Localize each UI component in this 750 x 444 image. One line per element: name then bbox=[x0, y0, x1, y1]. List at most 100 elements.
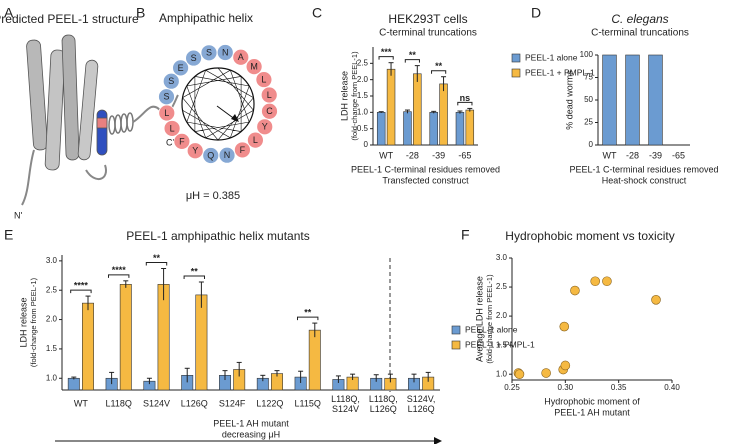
x-tick-line: S124V bbox=[332, 404, 359, 414]
x-tick-label: L126Q bbox=[181, 398, 208, 408]
y-axis-label: (fold-change from PEEL-1) bbox=[29, 277, 38, 367]
point bbox=[560, 360, 571, 371]
point bbox=[602, 276, 612, 287]
residue-label: S bbox=[206, 48, 212, 58]
bar bbox=[308, 329, 321, 391]
significance-bracket bbox=[431, 70, 447, 74]
residue-label: N bbox=[222, 47, 229, 57]
bar bbox=[119, 284, 132, 391]
point bbox=[514, 369, 525, 379]
structure-title: Predicted PEEL-1 structure bbox=[0, 12, 139, 26]
y-tick-label: 75 bbox=[584, 73, 593, 82]
residue-label: L bbox=[164, 108, 169, 118]
residue-label: L bbox=[253, 135, 258, 145]
significance-bracket bbox=[145, 262, 168, 266]
residue-label: S bbox=[191, 53, 197, 63]
x-tick-label: 0.25 bbox=[504, 383, 520, 392]
y-axis-label: (fold-change from PEEL-1) bbox=[485, 274, 494, 364]
structure-drawing bbox=[21, 34, 179, 206]
residue-label: M bbox=[250, 61, 258, 71]
residue-label: Y bbox=[262, 122, 268, 132]
y-tick-label: 3.0 bbox=[496, 253, 508, 262]
y-axis-label: LDH release bbox=[339, 71, 349, 121]
moment-label: μH = 0.385 bbox=[186, 190, 240, 202]
y-tick-label: 50 bbox=[584, 95, 593, 104]
significance-label: **** bbox=[74, 280, 89, 290]
legend-swatch bbox=[511, 53, 521, 63]
significance-label: ** bbox=[435, 61, 443, 71]
residue-label: Y bbox=[192, 146, 198, 156]
y-axis-label: Average LDH release bbox=[474, 276, 484, 362]
residue bbox=[234, 141, 251, 159]
residue bbox=[186, 142, 204, 160]
y-tick-label: 2.0 bbox=[46, 315, 58, 324]
residue bbox=[256, 118, 274, 136]
x-tick-label: 0.30 bbox=[558, 383, 574, 392]
residue bbox=[163, 120, 181, 137]
point bbox=[570, 285, 580, 296]
bar bbox=[602, 54, 617, 146]
legend-label: PEEL-1 alone bbox=[525, 52, 578, 62]
significance-label: ** bbox=[304, 307, 312, 317]
residue bbox=[245, 58, 263, 75]
wheel-title: Amphipathic helix bbox=[159, 11, 253, 25]
point bbox=[559, 321, 570, 332]
y-tick-label: 2.5 bbox=[357, 58, 369, 67]
chart-title: PEEL-1 amphipathic helix mutants bbox=[126, 229, 309, 243]
residue bbox=[255, 71, 273, 88]
x-axis-label: PEEL-1 AH mutant bbox=[554, 407, 630, 417]
residue bbox=[158, 88, 175, 106]
x-tick-label: -28 bbox=[626, 150, 639, 160]
y-tick-label: 2.5 bbox=[46, 285, 58, 294]
significance-label: ** bbox=[191, 266, 199, 276]
x-axis-label: Transfected construct bbox=[382, 175, 469, 185]
y-tick-label: 1.0 bbox=[496, 369, 508, 378]
y-tick-label: 1.5 bbox=[46, 344, 58, 353]
bar bbox=[413, 73, 422, 146]
significance-bracket bbox=[457, 101, 473, 106]
bar bbox=[67, 377, 80, 391]
y-tick-label: 2.0 bbox=[357, 75, 369, 84]
wheel-circle bbox=[181, 67, 255, 141]
x-tick-label: S124V bbox=[143, 398, 170, 408]
residue-label: E bbox=[178, 63, 184, 73]
y-axis-label: (fold-change from PEEL-1) bbox=[350, 51, 359, 141]
mu-arrowhead bbox=[434, 437, 442, 444]
bar bbox=[465, 109, 475, 146]
significance-bracket bbox=[107, 274, 130, 278]
chart-title: Hydrophobic moment vs toxicity bbox=[505, 229, 674, 243]
y-tick-label: 0.5 bbox=[357, 124, 369, 133]
y-tick-label: 0 bbox=[364, 140, 369, 149]
y-tick-label: 2.5 bbox=[496, 282, 508, 291]
residue-label: N bbox=[224, 150, 231, 160]
chart-subtitle: C-terminal truncations bbox=[379, 28, 477, 39]
panel-label: E bbox=[4, 227, 13, 243]
panel-label: C bbox=[312, 5, 322, 21]
x-tick-line: L126Q bbox=[370, 404, 397, 414]
bar bbox=[376, 112, 386, 146]
x-tick-line: L126Q bbox=[408, 404, 435, 414]
residue bbox=[162, 72, 180, 90]
x-tick-label: S124V, L126Q bbox=[407, 394, 436, 414]
bar bbox=[455, 112, 465, 146]
y-axis-label: % dead worms bbox=[564, 70, 574, 130]
residue bbox=[247, 131, 264, 149]
significance-label: ** bbox=[153, 253, 161, 263]
residue-label: L bbox=[170, 123, 175, 133]
significance-bracket bbox=[183, 275, 206, 279]
significance-label: ns bbox=[460, 93, 471, 103]
x-tick-label: WT bbox=[74, 398, 88, 408]
x-tick-label: -39 bbox=[649, 150, 662, 160]
residue bbox=[173, 133, 191, 150]
bar bbox=[648, 54, 663, 146]
bar bbox=[429, 112, 438, 146]
significance-label: ** bbox=[409, 50, 417, 60]
significance-bracket bbox=[378, 56, 394, 60]
x-axis-label: PEEL-1 AH mutant bbox=[213, 418, 289, 428]
bar bbox=[195, 294, 208, 391]
residue-label: A bbox=[238, 52, 244, 62]
y-tick-label: 2.0 bbox=[496, 311, 508, 320]
bar bbox=[82, 302, 94, 391]
x-tick-label: 0.40 bbox=[664, 383, 680, 392]
x-axis-label: PEEL-1 C-terminal residues removed bbox=[351, 164, 500, 174]
